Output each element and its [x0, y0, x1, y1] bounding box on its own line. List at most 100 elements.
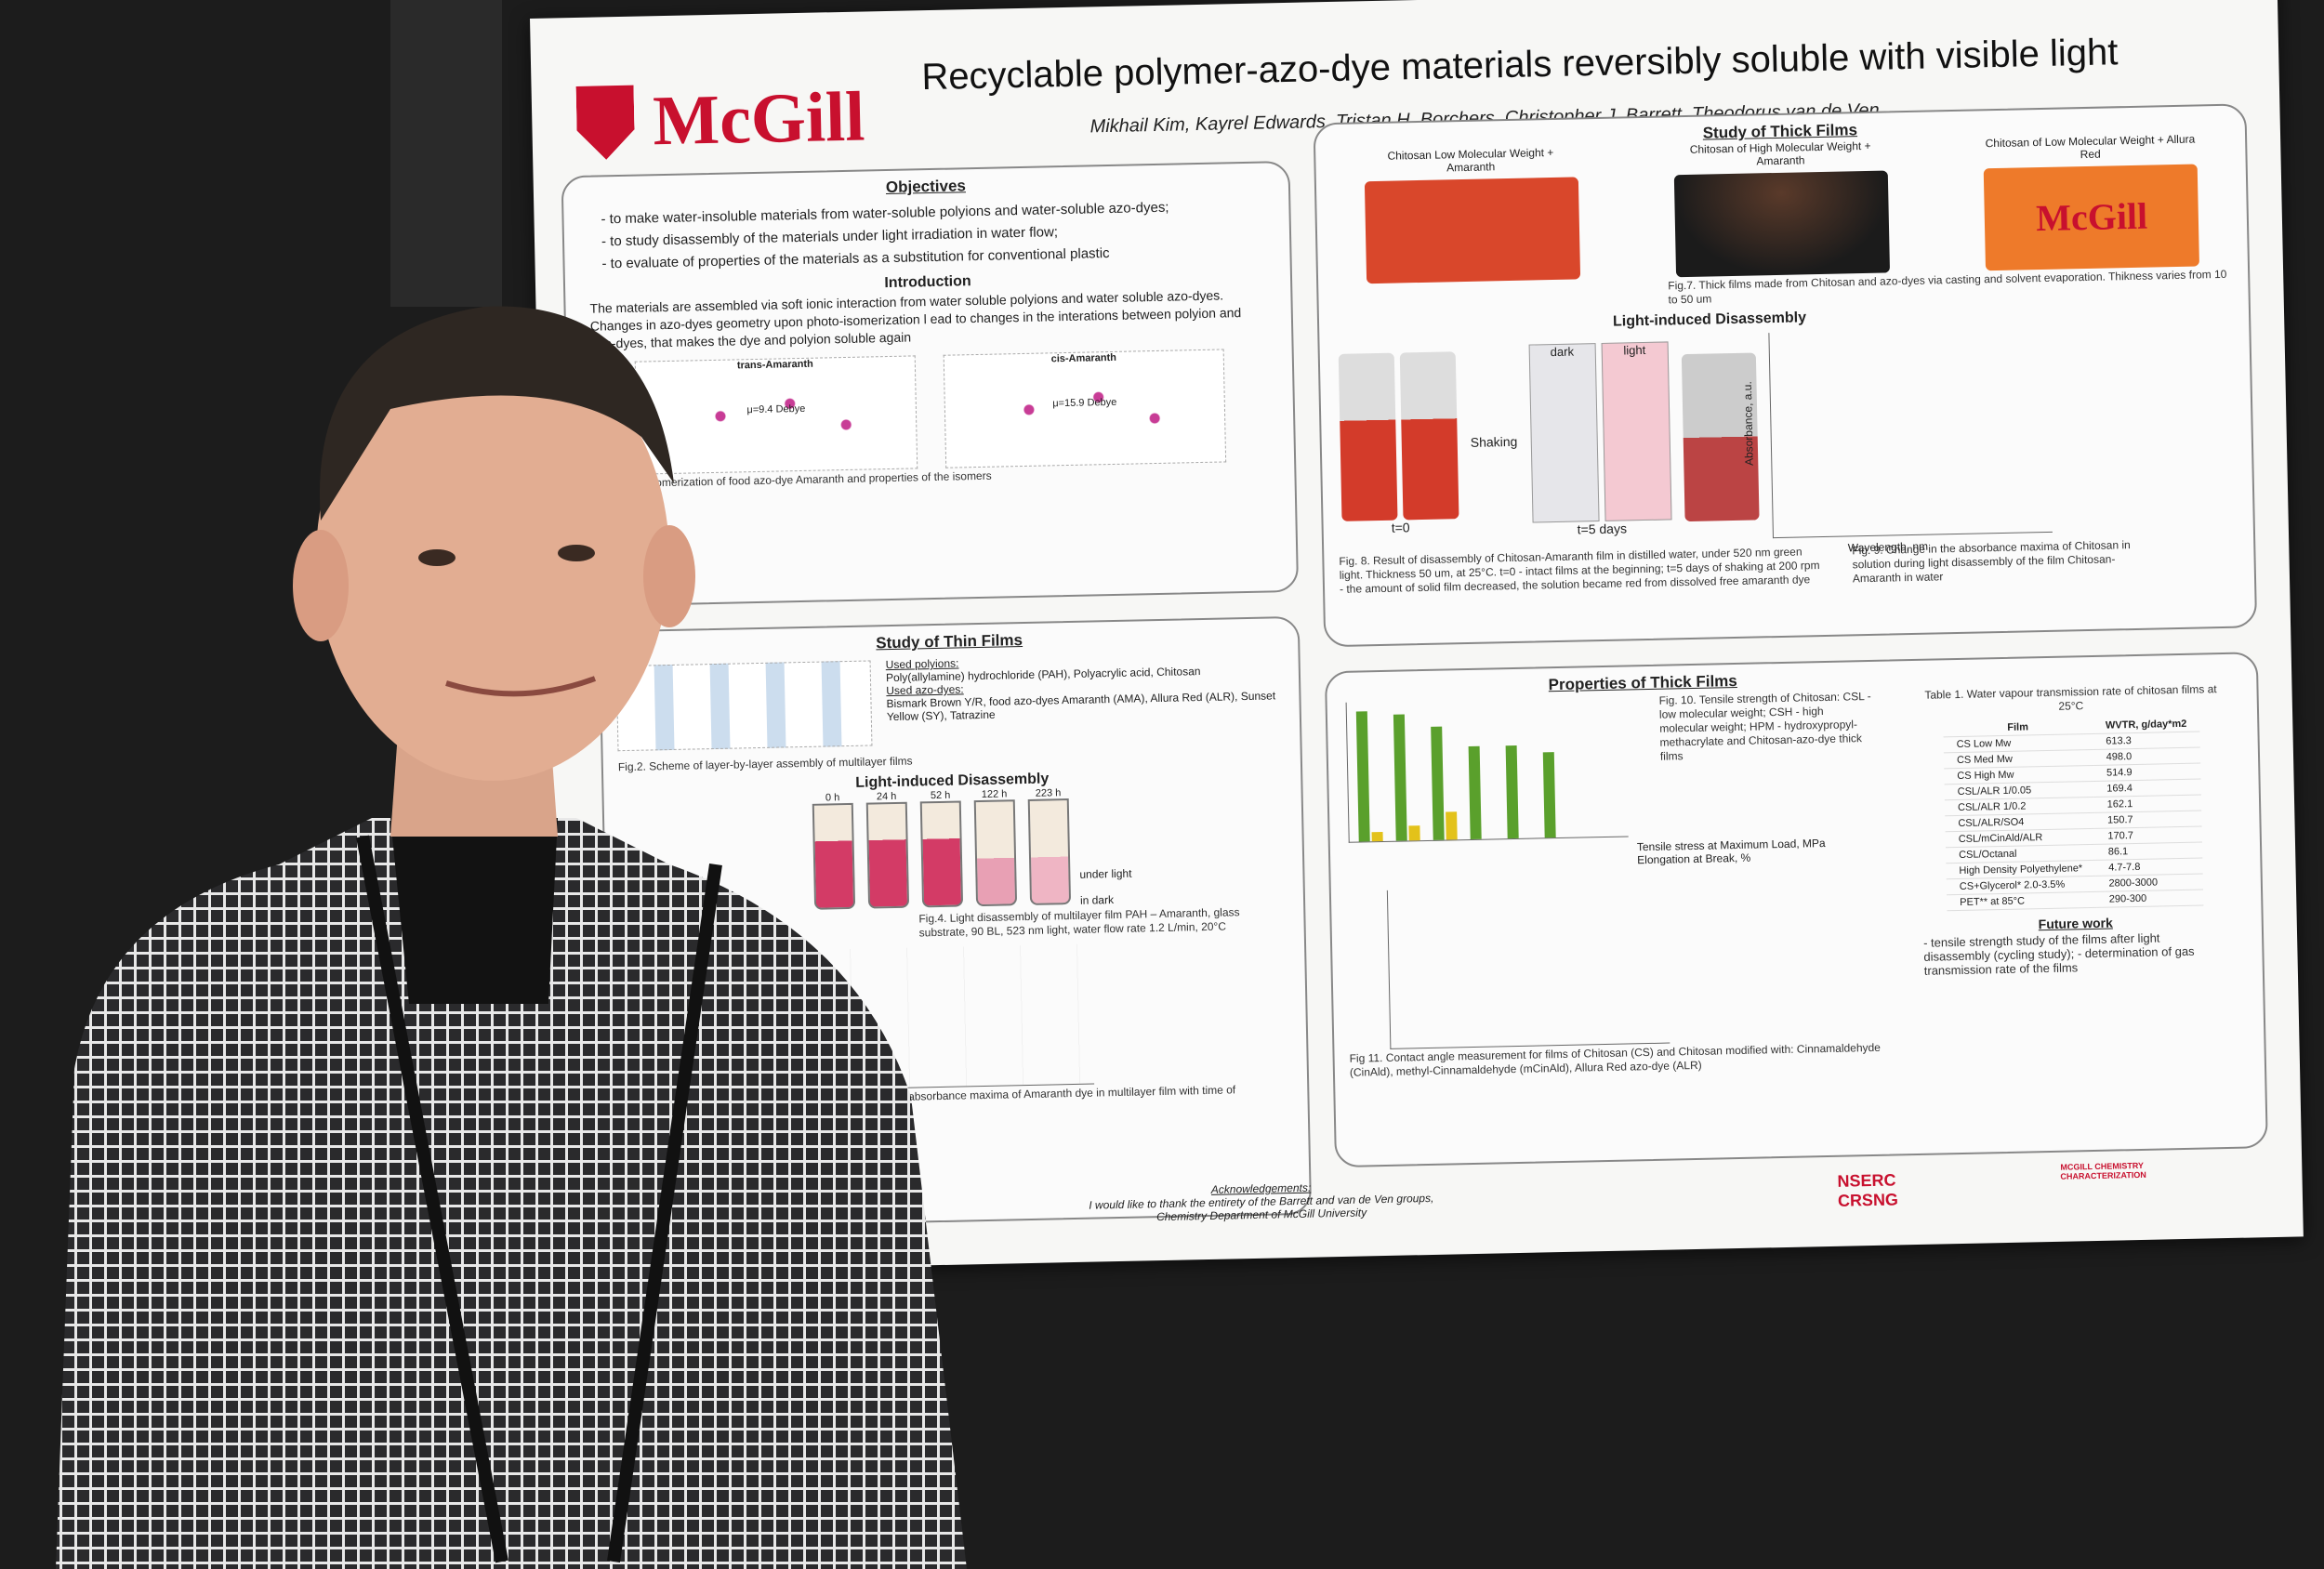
vial: 122 h [970, 788, 1021, 909]
under-light-label: under light [1079, 866, 1132, 881]
mc-logo: MCGILL CHEMISTRY CHARACTERIZATION [2060, 1160, 2146, 1181]
vial-time: 24 h [876, 790, 897, 803]
vial-row: 0 h 24 h 52 h 122 h 223 h under light in … [809, 783, 1304, 913]
mcgill-logo: McGill [575, 76, 865, 163]
properties-left: Fig. 10. Tensile strength of Chitosan: C… [1327, 687, 1911, 1082]
legend-elongation: Elongation at Break, % [1637, 850, 1751, 867]
nserc-logo: NSERC CRSNG [1837, 1170, 1899, 1210]
ack-text: I would like to thank the entirety of th… [1089, 1191, 1434, 1224]
vial-tube [973, 799, 1018, 907]
trans-label: trans-Amaranth [736, 358, 813, 372]
film-samples: Chitosan Low Molecular Weight + Amaranth… [1315, 131, 2248, 284]
bar-tensile [1355, 711, 1370, 842]
before-vials: t=0 [1338, 350, 1459, 536]
vial-legend: under light in dark [1079, 867, 1132, 907]
film-photo [1673, 170, 1891, 278]
cuvette-pair: dark light [1528, 340, 1672, 523]
vial-tube [865, 801, 910, 909]
future-text: - tensile strength study of the films af… [1922, 930, 2195, 978]
shaking-label: Shaking [1470, 433, 1518, 450]
cis-label: cis-Amaranth [1050, 351, 1117, 365]
film-sample: Chitosan of High Molecular Weight + Amar… [1673, 138, 1891, 278]
film-sample: Chitosan Low Molecular Weight + Amaranth [1364, 145, 1580, 284]
fig8-caption: Fig. 8. Result of disassembly of Chitosa… [1339, 545, 1820, 596]
undershirt [390, 818, 558, 1004]
disassembly-photos: t=0 Shaking dark light t=5 days Wavelength… [1338, 323, 2234, 554]
lbl-scheme [615, 660, 873, 752]
wavelength-label: Wavelength, nm [1847, 539, 1929, 555]
cis-amaranth-structure: cis-Amaranth μ=15.9 Debye [943, 349, 1227, 468]
jar [1338, 352, 1398, 521]
tensile-chart [1345, 696, 1629, 843]
bar-elongation [1371, 831, 1383, 842]
vial-tube [812, 802, 856, 910]
light-cuvette: light [1601, 340, 1672, 521]
ear-left [293, 530, 349, 641]
eye-left [418, 549, 456, 566]
fig9-plot: Wavelength, nm Absorbance, a.u. [1740, 326, 2053, 554]
vial-tube [919, 800, 964, 908]
cell-wvtr: 290-300 [2095, 890, 2204, 908]
bar-tensile [1542, 752, 1556, 838]
trans-amaranth-structure: trans-Amaranth μ=9.4 Debye [634, 355, 918, 475]
film-photo: McGill [1984, 164, 2200, 271]
jar [1399, 350, 1459, 520]
properties-body: Fig. 10. Tensile strength of Chitosan: C… [1327, 679, 2265, 1082]
in-dark-label: in dark [1079, 893, 1115, 907]
acknowledgements: Acknowledgements: I would like to thank t… [1075, 1179, 1447, 1225]
film-label: Chitosan of Low Molecular Weight + Allur… [1985, 132, 2196, 162]
tensile-row: Fig. 10. Tensile strength of Chitosan: C… [1327, 687, 1907, 847]
t0-label: t=0 [1391, 519, 1410, 535]
objectives-list: - to make water-insoluble materials from… [563, 194, 1289, 276]
vial-time: 52 h [930, 789, 951, 802]
molecule-figures: trans-Amaranth μ=9.4 Debye cis-Amaranth μ=… [567, 348, 1294, 476]
fig6-plot [793, 943, 1095, 1091]
film-label: Chitosan Low Molecular Weight + Amaranth [1387, 145, 1554, 175]
neck [390, 706, 558, 837]
objectives-panel: Objectives - to make water-insoluble mat… [561, 160, 1300, 608]
cell-film: PET** at 85°C [1947, 891, 2097, 911]
vial: 52 h [916, 789, 967, 910]
tensile-legend: Tensile stress at Maximum Load, MPa Elong… [1637, 835, 1908, 866]
vial: 0 h [809, 792, 860, 913]
bar-tensile [1393, 714, 1407, 841]
t5-label: t=5 days [1577, 520, 1628, 537]
table-title: Table 1. Water vapour transmission rate … [1924, 682, 2217, 713]
board-frame [390, 0, 502, 307]
table-body: CS Low Mw 613.3 CS Med Mw 498.0 CS High Mw 51… [1943, 732, 2204, 911]
vial: 223 h [1023, 787, 1075, 908]
jar-pair [1338, 350, 1459, 521]
vial-time: 0 h [825, 792, 840, 804]
trans-debye: μ=9.4 Debye [746, 402, 806, 416]
bar-elongation [1446, 811, 1458, 840]
vial-time: 122 h [981, 788, 1008, 801]
cis-debye: μ=15.9 Debye [1052, 396, 1117, 410]
poster-title: Recyclable polymer-azo-dye materials rev… [920, 32, 2119, 99]
properties-panel: Properties of Thick Films [1324, 652, 2268, 1168]
after-vials: dark light t=5 days [1528, 340, 1672, 537]
thin-films-top: Used polyions: Poly(allylamine) hydrochl… [601, 644, 1300, 759]
properties-right: Table 1. Water vapour transmission rate … [1903, 680, 2246, 1070]
vial-tube [1027, 798, 1072, 905]
mcgill-shield-icon [576, 85, 636, 160]
film-label: Chitosan of High Molecular Weight + Amar… [1689, 138, 1871, 168]
wvtr-table: Film WVTR, g/day*m2 CS Low Mw 613.3 CS Med … [1943, 716, 2204, 912]
bar-tensile [1431, 726, 1445, 840]
vial: 24 h [862, 791, 913, 912]
materials-list: Used polyions: Poly(allylamine) hydrochl… [885, 644, 1300, 753]
bar-tensile [1505, 745, 1519, 839]
research-poster: McGill Recyclable polymer-azo-dye materi… [530, 0, 2304, 1273]
absorbance-label: Absorbance, a.u. [1740, 381, 1756, 467]
film-photo [1364, 177, 1580, 284]
vial-time: 223 h [1035, 787, 1062, 799]
bar-tensile [1468, 745, 1482, 840]
film-sample: Chitosan of Low Molecular Weight + Allur… [1983, 132, 2200, 271]
dark-cuvette: dark [1528, 342, 1600, 523]
bar-elongation [1408, 825, 1420, 841]
thick-films-panel: Study of Thick Films Chitosan Low Molecu… [1313, 103, 2258, 648]
contact-angle-plot [1386, 884, 1670, 1049]
fig10-caption: Fig. 10. Tensile strength of Chitosan: C… [1658, 689, 1871, 763]
thin-films-panel: Study of Thin Films Used polyions: Poly(… [598, 615, 1313, 1230]
logo-text: McGill [652, 77, 866, 161]
